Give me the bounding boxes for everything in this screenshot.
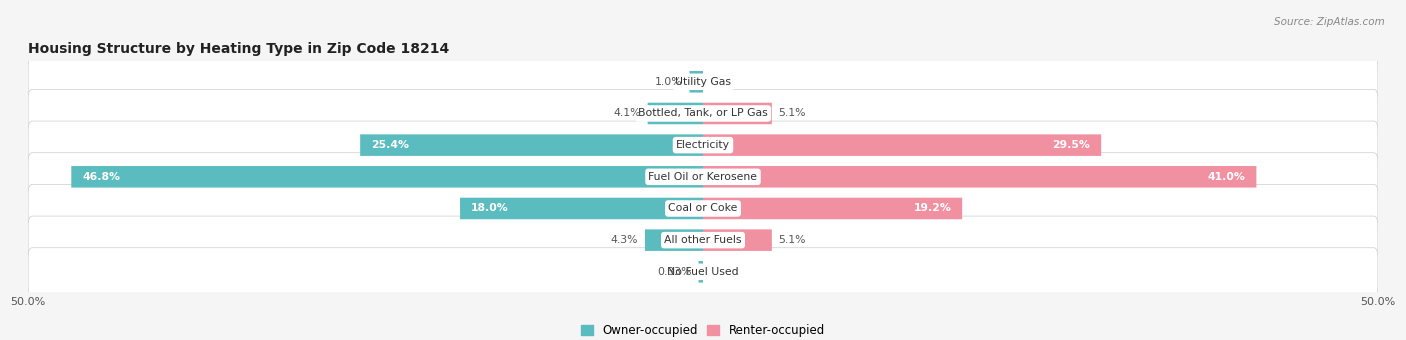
FancyBboxPatch shape — [28, 89, 1378, 137]
Text: All other Fuels: All other Fuels — [664, 235, 742, 245]
Text: 19.2%: 19.2% — [914, 203, 952, 214]
FancyBboxPatch shape — [460, 198, 703, 219]
Text: 5.1%: 5.1% — [779, 235, 806, 245]
Text: 1.0%: 1.0% — [655, 77, 683, 87]
FancyBboxPatch shape — [28, 184, 1378, 233]
FancyBboxPatch shape — [648, 103, 703, 124]
Text: Utility Gas: Utility Gas — [675, 77, 731, 87]
FancyBboxPatch shape — [703, 134, 1101, 156]
Text: Housing Structure by Heating Type in Zip Code 18214: Housing Structure by Heating Type in Zip… — [28, 42, 450, 56]
Text: Electricity: Electricity — [676, 140, 730, 150]
FancyBboxPatch shape — [28, 121, 1378, 169]
FancyBboxPatch shape — [689, 71, 703, 92]
Legend: Owner-occupied, Renter-occupied: Owner-occupied, Renter-occupied — [581, 324, 825, 337]
Text: 5.1%: 5.1% — [779, 108, 806, 118]
FancyBboxPatch shape — [28, 153, 1378, 201]
Text: No Fuel Used: No Fuel Used — [668, 267, 738, 277]
FancyBboxPatch shape — [703, 166, 1257, 188]
Text: 46.8%: 46.8% — [82, 172, 120, 182]
Text: 0.33%: 0.33% — [657, 267, 692, 277]
Text: 41.0%: 41.0% — [1208, 172, 1246, 182]
FancyBboxPatch shape — [703, 230, 772, 251]
FancyBboxPatch shape — [28, 58, 1378, 106]
Text: 4.1%: 4.1% — [613, 108, 641, 118]
Text: Coal or Coke: Coal or Coke — [668, 203, 738, 214]
Text: Bottled, Tank, or LP Gas: Bottled, Tank, or LP Gas — [638, 108, 768, 118]
FancyBboxPatch shape — [699, 261, 703, 283]
Text: 18.0%: 18.0% — [471, 203, 509, 214]
FancyBboxPatch shape — [703, 198, 962, 219]
Text: 29.5%: 29.5% — [1053, 140, 1091, 150]
FancyBboxPatch shape — [28, 248, 1378, 296]
FancyBboxPatch shape — [28, 216, 1378, 264]
FancyBboxPatch shape — [360, 134, 703, 156]
Text: 25.4%: 25.4% — [371, 140, 409, 150]
FancyBboxPatch shape — [703, 103, 772, 124]
Text: Fuel Oil or Kerosene: Fuel Oil or Kerosene — [648, 172, 758, 182]
Text: 4.3%: 4.3% — [610, 235, 638, 245]
FancyBboxPatch shape — [645, 230, 703, 251]
Text: Source: ZipAtlas.com: Source: ZipAtlas.com — [1274, 17, 1385, 27]
FancyBboxPatch shape — [72, 166, 703, 188]
